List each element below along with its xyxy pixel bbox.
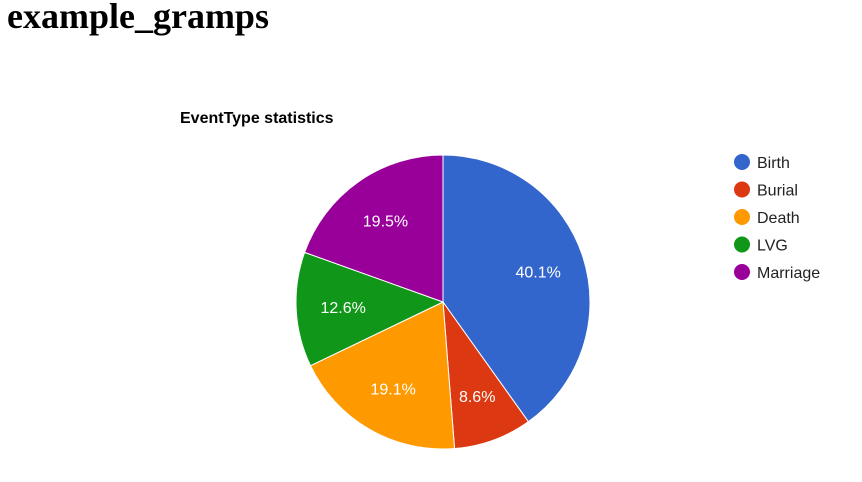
legend-item-marriage[interactable]: Marriage (734, 264, 820, 282)
pie-slice-death[interactable] (309, 301, 456, 450)
legend-label-birth: Birth (757, 155, 790, 172)
legend-marker-burial (734, 181, 750, 198)
legend-item-lvg[interactable]: LVG (734, 236, 788, 255)
pie-slice-marriage[interactable] (303, 154, 444, 303)
legend-item-death[interactable]: Death (734, 209, 800, 227)
slice-label-burial: 8.6% (459, 389, 495, 406)
slice-label-lvg: 12.6% (320, 300, 365, 317)
legend-label-burial: Burial (757, 183, 798, 200)
legend-label-death: Death (757, 210, 800, 227)
pie-slice-labels: 40.1% 8.6% 19.1% 12.6% 19.5% (320, 213, 560, 406)
pie-slices (295, 154, 591, 450)
chart-legend: Birth Burial Death LVG Marriage (734, 154, 820, 282)
pie-slice-lvg[interactable] (295, 251, 445, 367)
legend-item-birth[interactable]: Birth (734, 154, 790, 172)
legend-marker-lvg (734, 236, 750, 253)
page-title: example_gramps (7, 0, 269, 36)
slice-label-birth: 40.1% (516, 265, 561, 282)
legend-label-marriage: Marriage (757, 265, 820, 282)
pie-slice-birth[interactable] (442, 154, 591, 423)
legend-item-burial[interactable]: Burial (734, 181, 798, 200)
slice-label-death: 19.1% (370, 382, 415, 399)
legend-label-lvg: LVG (757, 238, 788, 255)
slice-label-marriage: 19.5% (363, 213, 408, 230)
legend-marker-birth (734, 154, 750, 170)
legend-marker-marriage (734, 264, 750, 280)
legend-marker-death (734, 209, 750, 225)
chart-title: EventType statistics (180, 110, 334, 127)
